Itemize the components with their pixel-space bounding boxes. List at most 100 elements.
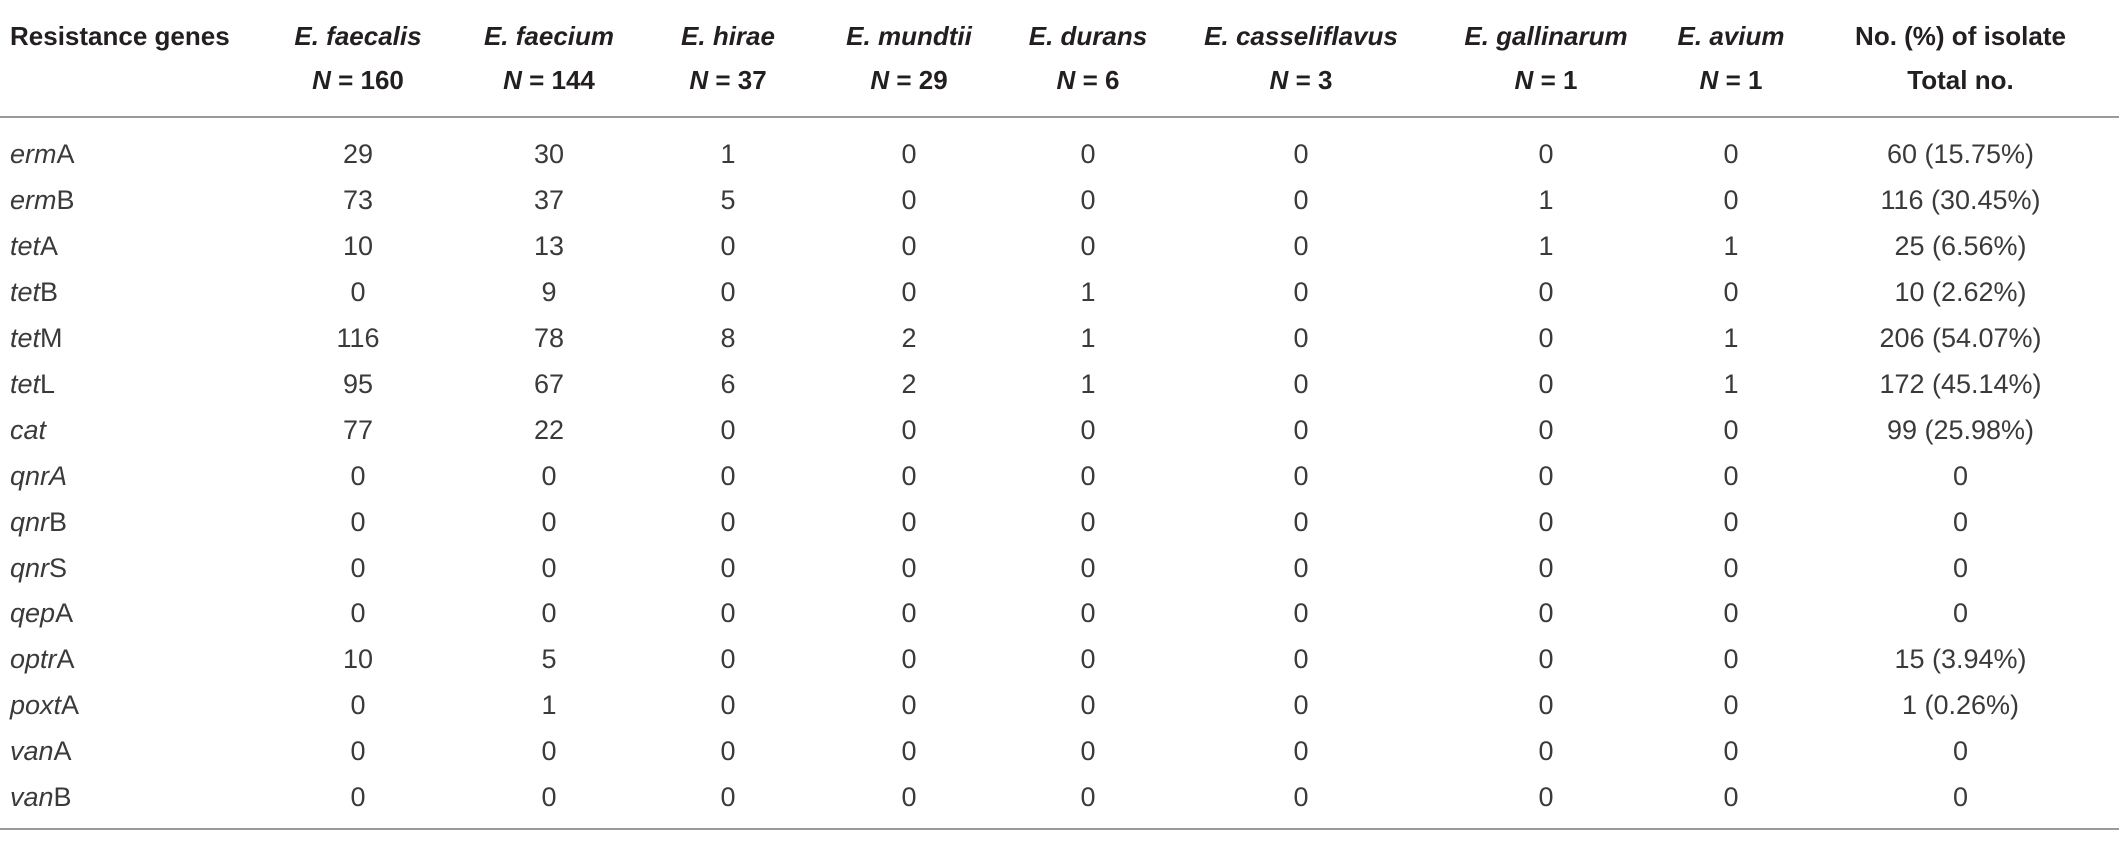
header-row-counts: N = 160 N = 144 N = 37 N = 29 N = 6 N = …	[0, 58, 2119, 118]
gene-name-italic: van	[10, 782, 54, 813]
table-row: tetL 95 67 6 2 1 0 0 1 172 (45.14%)	[0, 362, 2119, 408]
count-cell: 1	[1538, 231, 1554, 262]
count-cell: 0	[1723, 506, 1739, 537]
total-cell: 25 (6.56%)	[1894, 231, 2027, 262]
count-cell: 0	[1723, 552, 1739, 583]
gene-name-cell: qnrS	[0, 545, 262, 591]
header-empty-cell	[0, 58, 262, 118]
gene-name-cell: vanB	[0, 774, 262, 831]
total-cell: 116 (30.45%)	[1880, 185, 2041, 216]
count-cell: 0	[1080, 506, 1096, 537]
count-cell: 0	[1080, 414, 1096, 445]
count-cell: 0	[1293, 506, 1309, 537]
n-value: = 1	[1540, 65, 1578, 95]
table-row: vanA 0 0 0 0 0 0 0 0 0	[0, 729, 2119, 775]
count-cell: 0	[1080, 690, 1096, 721]
count-cell: 0	[1293, 185, 1309, 216]
table-row: vanB 0 0 0 0 0 0 0 0 0	[0, 774, 2119, 831]
n-value: = 1	[1725, 65, 1763, 95]
header-n-count: N = 6	[1006, 58, 1170, 118]
count-cell: 0	[1538, 690, 1554, 721]
count-cell: 0	[1538, 552, 1554, 583]
count-cell: 1	[1080, 323, 1096, 354]
count-cell: 0	[1538, 506, 1554, 537]
count-cell: 77	[342, 414, 374, 445]
resistance-genes-table: Resistance genes E. faecalis E. faecium …	[0, 0, 2119, 831]
n-label: N	[503, 65, 522, 95]
count-cell: 0	[1723, 277, 1739, 308]
count-cell: 6	[720, 369, 736, 399]
gene-name-suffix: B	[49, 506, 68, 537]
count-cell: 1	[541, 690, 557, 721]
gene-name-suffix: B	[56, 185, 75, 216]
count-cell: 0	[1293, 598, 1309, 629]
n-value: = 3	[1295, 65, 1333, 95]
count-cell: 0	[1170, 774, 1432, 831]
header-species: E. hirae	[644, 0, 812, 58]
total-cell: 15 (3.94%)	[1894, 644, 2027, 675]
count-cell: 0	[720, 231, 736, 262]
count-cell: 0	[720, 460, 736, 491]
count-cell: 0	[901, 506, 917, 537]
total-cell: 172 (45.14%)	[1879, 369, 2042, 399]
count-cell: 0	[1538, 598, 1554, 629]
n-label: N	[1269, 65, 1289, 95]
gene-name-italic: qnr	[10, 506, 50, 537]
count-cell: 37	[533, 185, 565, 216]
count-cell: 0	[1538, 644, 1554, 675]
header-species: E. faecium	[454, 0, 644, 58]
n-label: N	[1699, 65, 1719, 95]
gene-name-cell: qnrA	[0, 453, 262, 499]
count-cell: 95	[342, 369, 374, 399]
count-cell: 0	[1080, 552, 1096, 583]
count-cell: 0	[541, 506, 557, 537]
header-species: E. gallinarum	[1432, 0, 1660, 58]
species-name: E. faecalis	[294, 21, 422, 51]
count-cell: 0	[720, 506, 736, 537]
table-row: qnrA 0 0 0 0 0 0 0 0 0	[0, 453, 2119, 499]
count-cell: 0	[901, 736, 917, 767]
table-body: ermA 29 30 1 0 0 0 0 0 60 (15.75%) ermB 73 37 5 0 0 0 1 0 1…	[0, 117, 2119, 831]
count-cell: 0	[1080, 460, 1096, 491]
gene-name-italic: qep	[10, 598, 56, 629]
gene-name-cell: qepA	[0, 591, 262, 637]
count-cell: 0	[1538, 323, 1554, 354]
table-row: ermB 73 37 5 0 0 0 1 0 116 (30.45%)	[0, 178, 2119, 224]
table-row: tetB 0 9 0 0 1 0 0 0 10 (2.62%)	[0, 270, 2119, 316]
count-cell: 0	[1723, 414, 1739, 445]
count-cell: 0	[350, 598, 366, 629]
count-cell: 0	[720, 414, 736, 445]
table-row: ermA 29 30 1 0 0 0 0 0 60 (15.75%)	[0, 117, 2119, 178]
total-cell: 0	[1802, 774, 2119, 831]
count-cell: 0	[901, 277, 917, 308]
count-cell: 5	[541, 644, 557, 675]
count-cell: 0	[1293, 414, 1309, 445]
count-cell: 0	[350, 460, 366, 491]
gene-name-cell: tetM	[0, 316, 262, 362]
gene-name-italic: poxt	[10, 690, 62, 721]
count-cell: 1	[720, 138, 736, 169]
count-cell: 0	[1660, 774, 1802, 831]
gene-name-italic: cat	[10, 414, 47, 445]
n-label: N	[870, 65, 890, 95]
table-row: optrA 10 5 0 0 0 0 0 0 15 (3.94%)	[0, 637, 2119, 683]
n-label: N	[1056, 65, 1076, 95]
count-cell: 0	[1293, 460, 1309, 491]
count-cell: 0	[1723, 460, 1739, 491]
gene-name-suffix: B	[40, 277, 59, 308]
species-name: E. gallinarum	[1464, 21, 1628, 51]
count-cell: 0	[1538, 414, 1554, 445]
count-cell: 0	[1293, 552, 1309, 583]
n-label: N	[312, 65, 331, 95]
count-cell: 0	[1723, 598, 1739, 629]
count-cell: 0	[901, 460, 917, 491]
count-cell: 0	[1538, 736, 1554, 767]
table-row: poxtA 0 1 0 0 0 0 0 0 1 (0.26%)	[0, 683, 2119, 729]
count-cell: 0	[1080, 185, 1096, 216]
header-total-line2: Total no.	[1802, 58, 2119, 118]
count-cell: 0	[720, 598, 736, 629]
n-value: = 37	[715, 65, 767, 95]
gene-name-suffix: B	[53, 782, 72, 813]
table-row: tetM 116 78 8 2 1 0 0 1 206 (54.07%)	[0, 316, 2119, 362]
total-cell: 10 (2.62%)	[1894, 277, 2027, 308]
